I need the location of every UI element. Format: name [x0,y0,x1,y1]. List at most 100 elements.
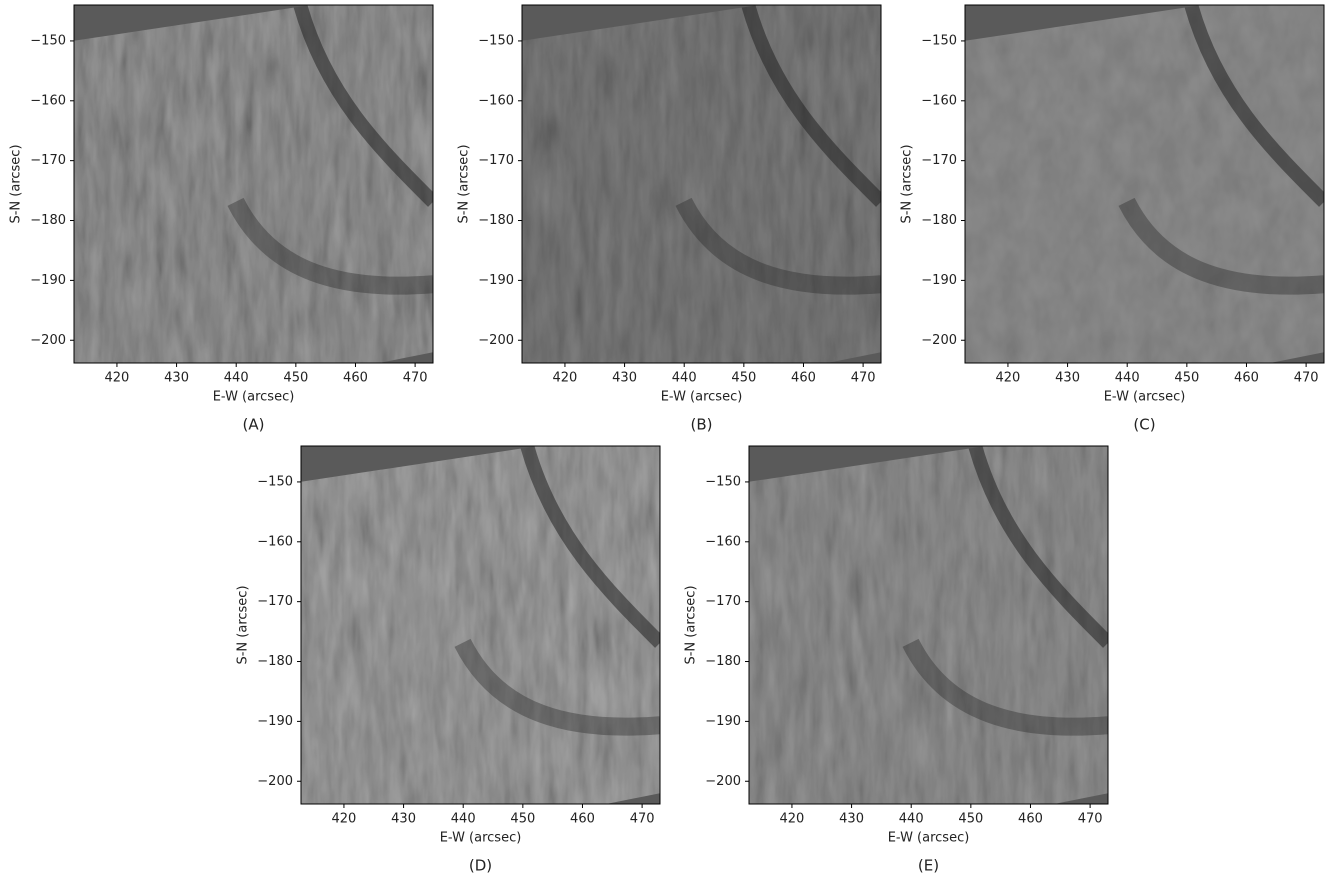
y-tick-label: −200 [921,333,957,348]
x-axis-label: E-W (arcsec) [661,390,743,405]
y-tick-label: −160 [705,534,741,549]
dark-arc [227,197,433,295]
x-tick-label: 450 [731,371,756,386]
y-tick-label: −180 [921,213,957,228]
x-tick-label: 470 [1078,812,1103,827]
dark-filament [1184,5,1324,207]
y-tick-label: −190 [921,273,957,288]
y-axis-label: S-N (arcsec) [457,144,472,223]
image-texture [965,5,1324,363]
x-tick-label: 430 [391,812,416,827]
y-tick-label: −150 [921,33,957,48]
x-tick-label: 420 [996,371,1021,386]
panel: 420 430 440 450 460 470 −150 −160 −170 −180 −190 −2… [457,4,882,434]
x-tick-label: 460 [1018,812,1043,827]
x-tick-label: 450 [1174,371,1199,386]
dark-filament [741,5,881,207]
image-texture [749,446,1108,804]
dark-arc [902,638,1108,736]
image-texture [522,5,881,363]
y-tick-label: −170 [478,153,514,168]
y-tick-label: −180 [257,654,293,669]
panel: 420 430 440 450 460 470 −150 −160 −170 −180 −190 −2… [900,4,1325,434]
x-tick-label: 440 [899,812,924,827]
dark-filament [968,446,1108,648]
y-tick-label: −150 [705,474,741,489]
y-tick-label: −160 [257,534,293,549]
dark-filament [520,446,660,648]
solar-image [965,5,1324,363]
y-tick-label: −190 [30,273,66,288]
panel-label: (E) [918,857,939,875]
plot-frame [964,4,1325,364]
x-axis-label: E-W (arcsec) [1104,390,1186,405]
solar-image [301,446,660,804]
y-tick-label: −160 [921,93,957,108]
x-tick-label: 450 [510,812,535,827]
dark-arc [1118,197,1324,295]
x-axis-label: E-W (arcsec) [440,831,522,846]
panel-label: (A) [243,416,265,434]
x-tick-label: 430 [612,371,637,386]
y-tick-label: −150 [257,474,293,489]
y-tick-label: −200 [257,774,293,789]
image-texture [301,446,660,804]
x-tick-label: 430 [1055,371,1080,386]
plot-frame [73,4,434,364]
x-tick-label: 420 [105,371,130,386]
solar-image [74,5,433,363]
x-tick-label: 470 [403,371,428,386]
panel: 420 430 440 450 460 470 −150 −160 −170 −180 −190 −2… [236,445,661,875]
x-tick-label: 460 [343,371,368,386]
y-tick-label: −200 [478,333,514,348]
image-texture [74,5,433,363]
panel-label: (B) [691,416,713,434]
x-tick-label: 450 [283,371,308,386]
y-axis-label: S-N (arcsec) [9,144,24,223]
y-tick-label: −190 [257,714,293,729]
y-tick-label: −170 [921,153,957,168]
y-axis-label: S-N (arcsec) [684,585,699,664]
y-tick-label: −190 [705,714,741,729]
panel: 420 430 440 450 460 470 −150 −160 −170 −180 −190 −2… [684,445,1109,875]
x-tick-label: 460 [570,812,595,827]
y-axis-label: S-N (arcsec) [900,144,915,223]
x-tick-label: 440 [224,371,249,386]
x-tick-label: 460 [791,371,816,386]
x-tick-label: 460 [1234,371,1259,386]
plot-frame [521,4,882,364]
x-axis-label: E-W (arcsec) [888,831,970,846]
x-tick-label: 450 [958,812,983,827]
y-tick-label: −150 [478,33,514,48]
y-axis-label: S-N (arcsec) [236,585,251,664]
x-tick-label: 470 [1294,371,1319,386]
y-tick-label: −170 [30,153,66,168]
y-tick-label: −190 [478,273,514,288]
x-tick-label: 420 [780,812,805,827]
dark-filament [293,5,433,207]
dark-arc [675,197,881,295]
panel-label: (D) [469,857,492,875]
y-tick-label: −200 [30,333,66,348]
plot-frame [300,445,661,805]
y-tick-label: −180 [30,213,66,228]
y-tick-label: −160 [30,93,66,108]
x-tick-label: 420 [553,371,578,386]
x-tick-label: 440 [1115,371,1140,386]
y-tick-label: −150 [30,33,66,48]
panel: 420 430 440 450 460 470 −150 −160 −170 −180 −190 −2… [9,4,434,434]
solar-image [522,5,881,363]
plot-frame [748,445,1109,805]
panel-label: (C) [1133,416,1155,434]
dark-arc [454,638,660,736]
y-tick-label: −170 [257,594,293,609]
y-tick-label: −160 [478,93,514,108]
y-tick-label: −200 [705,774,741,789]
solar-image [749,446,1108,804]
y-tick-label: −170 [705,594,741,609]
x-tick-label: 420 [332,812,357,827]
y-tick-label: −180 [705,654,741,669]
x-tick-label: 440 [451,812,476,827]
x-tick-label: 440 [672,371,697,386]
